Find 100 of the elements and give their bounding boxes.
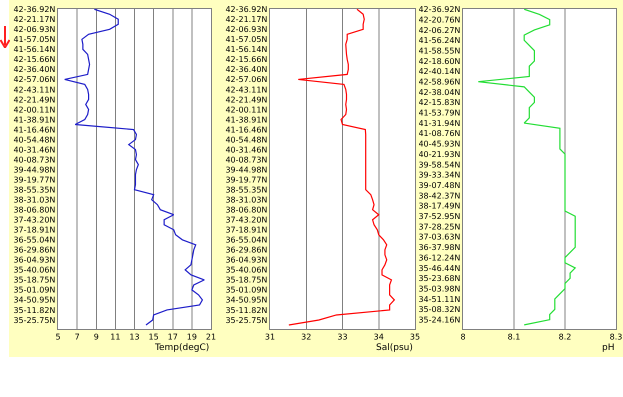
y-tick-label: 34-50.95N [225, 296, 268, 305]
y-tick-label: 34-50.95N [13, 296, 56, 305]
x-tick-label: 9 [94, 332, 99, 342]
y-tick-label: 41-38.91N [225, 115, 268, 124]
x-axis-title: Temp(degC) [154, 343, 210, 353]
y-tick-label: 41-16.46N [13, 125, 56, 134]
y-tick-label: 41-16.46N [225, 125, 268, 134]
y-tick-label: 42-36.40N [225, 65, 268, 74]
y-tick-label: 37-18.91N [225, 226, 268, 235]
y-tick-label: 40-54.48N [13, 135, 56, 144]
y-tick-label: 41-53.79N [418, 108, 460, 118]
y-tick-label: 35-46.44N [418, 264, 460, 273]
y-tick-label: 41-38.91N [13, 115, 56, 124]
y-tick-label: 41-31.94N [418, 118, 460, 128]
y-tick-label: 41-08.76N [418, 129, 460, 138]
y-tick-label: 41-56.24N [418, 36, 460, 46]
x-tick-label: 35 [410, 332, 420, 342]
y-tick-label: 42-21.49N [225, 95, 268, 104]
y-tick-label: 37-28.25N [418, 222, 460, 232]
x-tick-label: 11 [110, 332, 120, 342]
x-tick-label: 5 [55, 332, 61, 342]
y-tick-label: 37-43.20N [13, 216, 56, 225]
y-tick-label: 35-24.16N [418, 315, 460, 324]
y-tick-label: 36-55.04N [13, 236, 56, 245]
y-tick-label: 40-54.48N [225, 135, 268, 144]
y-tick-label: 38-06.80N [225, 206, 268, 215]
y-tick-label: 36-04.93N [225, 256, 268, 265]
x-tick-label: 8.1 [508, 332, 520, 342]
x-tick-label: 19 [186, 332, 197, 342]
y-tick-label: 37-52.95N [418, 212, 460, 222]
y-tick-label: 37-18.91N [13, 226, 56, 235]
y-tick-label: 39-33.34N [418, 170, 460, 180]
y-tick-label: 35-08.32N [418, 305, 460, 314]
y-tick-label: 39-44.98N [13, 165, 56, 174]
x-tick-label: 7 [74, 332, 80, 342]
y-tick-label: 42-43.11N [225, 85, 268, 94]
y-tick-label: 40-31.46N [225, 145, 268, 154]
y-tick-label: 42-00.11N [225, 105, 268, 114]
y-tick-label: 39-44.98N [225, 165, 268, 174]
y-tick-label: 42-36.92N [225, 5, 268, 14]
y-tick-label: 40-08.73N [225, 155, 268, 164]
y-tick-label: 35-01.09N [13, 286, 56, 295]
y-tick-label: 42-36.92N [13, 5, 56, 14]
y-tick-label: 42-06.27N [418, 26, 460, 35]
y-tick-label: 36-04.93N [13, 256, 56, 265]
y-tick-label: 34-51.11N [418, 294, 460, 304]
y-tick-label: 41-57.05N [13, 35, 56, 44]
y-tick-label: 41-57.05N [225, 35, 268, 44]
y-tick-label: 42-06.93N [225, 25, 268, 34]
y-tick-label: 40-45.93N [418, 140, 460, 149]
y-tick-label: 40-31.46N [13, 145, 56, 154]
y-tick-label: 35-25.75N [13, 316, 56, 325]
y-tick-label: 42-36.92N [418, 5, 460, 14]
y-tick-label: 40-08.73N [13, 155, 56, 164]
x-tick-label: 17 [168, 332, 178, 342]
y-tick-label: 38-06.80N [13, 206, 56, 215]
y-tick-label: 42-38.04N [418, 88, 460, 97]
y-tick-label: 42-57.06N [13, 75, 56, 84]
y-tick-label: 36-29.86N [13, 246, 56, 255]
y-tick-label: 42-00.11N [13, 105, 56, 114]
y-tick-label: 41-56.14N [225, 45, 268, 54]
y-tick-label: 37-43.20N [225, 216, 268, 225]
x-tick-label: 8.2 [558, 332, 572, 342]
y-tick-label: 42-36.40N [13, 65, 56, 74]
x-axis-title: Sal(psu) [376, 343, 413, 353]
y-tick-label: 42-18.60N [418, 56, 460, 66]
y-tick-label: 35-40.06N [13, 266, 56, 275]
y-tick-label: 42-15.83N [418, 98, 460, 108]
x-axis-title: pH [602, 343, 614, 353]
y-tick-label: 35-11.82N [225, 306, 268, 315]
y-tick-label: 42-40.14N [418, 67, 460, 76]
y-tick-label: 38-31.03N [225, 196, 268, 204]
y-tick-label: 38-42.37N [418, 191, 460, 200]
y-tick-label: 36-37.98N [418, 243, 460, 252]
y-tick-label: 40-21.93N [418, 150, 460, 159]
y-tick-label: 42-21.17N [13, 15, 56, 24]
y-tick-label: 39-19.77N [225, 175, 268, 184]
y-tick-label: 35-18.75N [225, 276, 268, 285]
y-tick-label: 38-17.49N [418, 202, 460, 211]
x-tick-label: 8.3 [610, 332, 622, 342]
x-tick-label: 15 [148, 332, 159, 342]
y-tick-label: 42-58.96N [418, 77, 460, 86]
x-tick-label: 32 [301, 332, 312, 342]
x-tick-label: 33 [337, 332, 348, 342]
y-tick-label: 42-15.66N [13, 55, 56, 64]
y-tick-label: 42-21.49N [13, 95, 56, 104]
y-tick-label: 41-58.55N [418, 46, 460, 56]
x-tick-label: 8 [460, 332, 466, 342]
y-tick-label: 42-15.66N [225, 55, 268, 64]
y-tick-label: 42-21.17N [225, 15, 268, 24]
y-tick-label: 38-31.03N [13, 196, 56, 204]
y-tick-label: 39-19.77N [13, 175, 56, 184]
y-tick-label: 36-29.86N [225, 246, 268, 255]
y-tick-label: 37-03.63N [418, 232, 460, 242]
y-tick-label: 35-23.68N [418, 274, 460, 284]
x-tick-label: 21 [206, 332, 216, 342]
y-tick-label: 35-11.82N [13, 306, 56, 315]
y-tick-label: 35-18.75N [13, 276, 56, 285]
y-tick-label: 42-57.06N [225, 75, 268, 84]
x-tick-label: 13 [129, 332, 140, 342]
